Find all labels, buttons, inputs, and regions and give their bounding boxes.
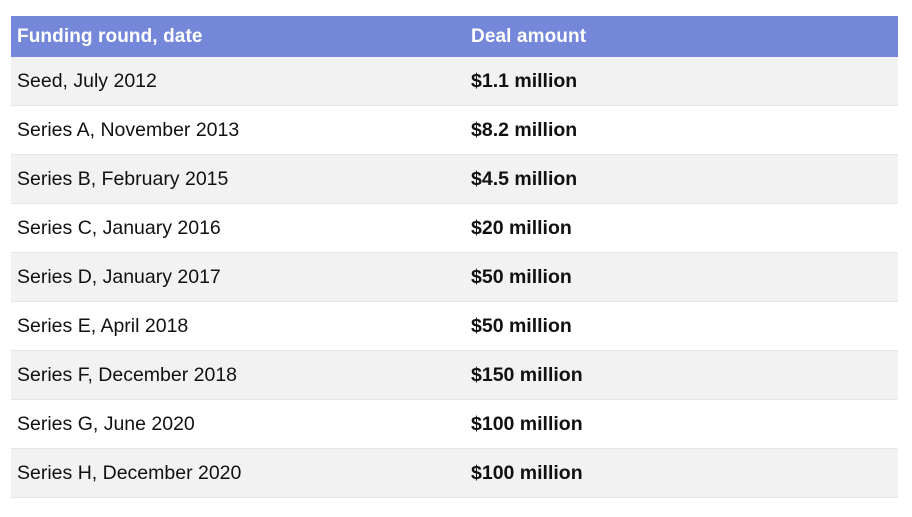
funding-round-cell: Series B, February 2015: [17, 167, 229, 190]
funding-round-cell: Series A, November 2013: [17, 118, 240, 141]
funding-round-cell: Series E, April 2018: [17, 314, 189, 337]
table-row: Series F, December 2018 $150 million: [11, 351, 898, 400]
deal-amount-cell: $100 million: [471, 412, 583, 435]
table-row: Series D, January 2017 $50 million: [11, 253, 898, 302]
table-row: Series B, February 2015 $4.5 million: [11, 155, 898, 204]
header-deal-amount: Deal amount: [471, 25, 587, 47]
table-row: Seed, July 2012 $1.1 million: [11, 57, 898, 106]
table-header-row: Funding round, date Deal amount: [11, 16, 898, 57]
deal-amount-cell: $4.5 million: [471, 167, 578, 190]
deal-amount-cell: $100 million: [471, 461, 583, 484]
deal-amount-cell: $1.1 million: [471, 69, 578, 92]
funding-round-cell: Series C, January 2016: [17, 216, 221, 239]
deal-amount-cell: $50 million: [471, 265, 572, 288]
deal-amount-cell: $8.2 million: [471, 118, 578, 141]
funding-round-cell: Series G, June 2020: [17, 412, 195, 435]
funding-round-cell: Series H, December 2020: [17, 461, 242, 484]
table-row: Series E, April 2018 $50 million: [11, 302, 898, 351]
deal-amount-cell: $50 million: [471, 314, 572, 337]
funding-round-cell: Series F, December 2018: [17, 363, 238, 386]
deal-amount-cell: $150 million: [471, 363, 583, 386]
funding-round-cell: Seed, July 2012: [17, 69, 157, 92]
funding-round-cell: Series D, January 2017: [17, 265, 221, 288]
table-row: Series G, June 2020 $100 million: [11, 400, 898, 449]
table-row: Series A, November 2013 $8.2 million: [11, 106, 898, 155]
table-row: Series C, January 2016 $20 million: [11, 204, 898, 253]
table-row: Series H, December 2020 $100 million: [11, 449, 898, 498]
funding-table: Funding round, date Deal amount Seed, Ju…: [11, 16, 898, 498]
deal-amount-cell: $20 million: [471, 216, 572, 239]
header-funding-round: Funding round, date: [17, 25, 203, 47]
